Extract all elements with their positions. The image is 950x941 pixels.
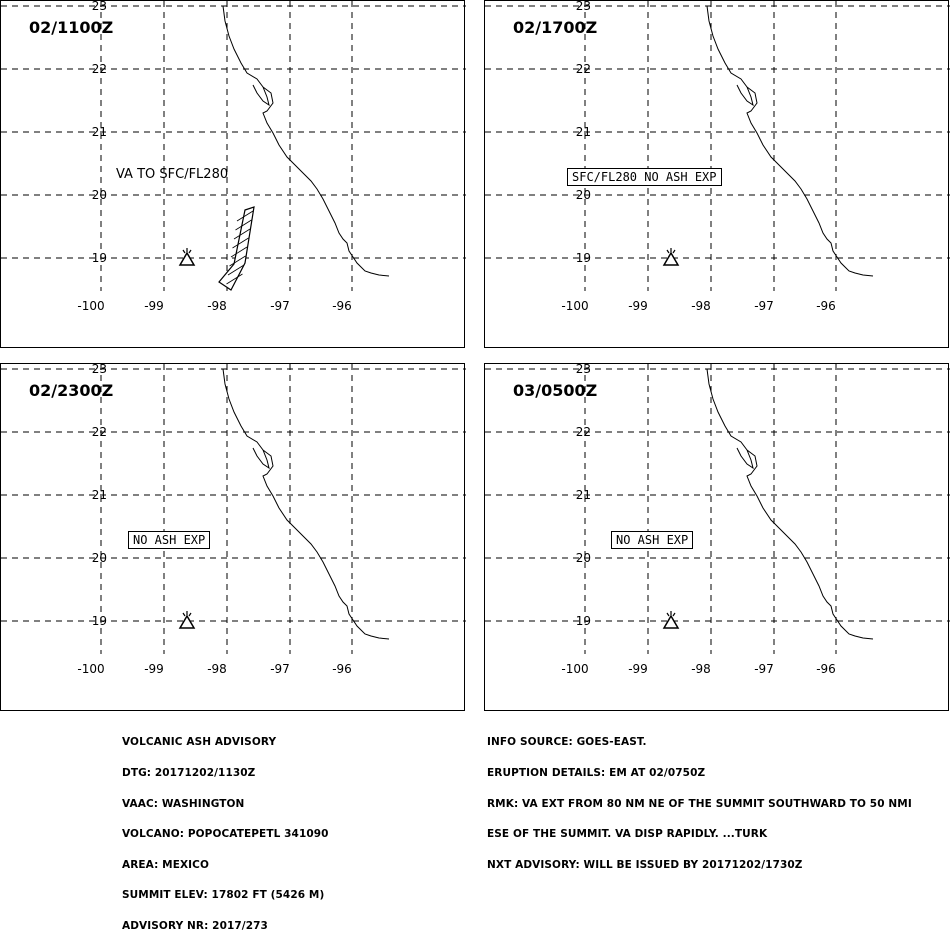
panel-time: 03/0500Z [513,381,598,400]
ash-hatch-line [230,246,248,258]
latitude-label: 21 [91,488,107,502]
advisory-right: INFO SOURCE: GOES-EAST. ERUPTION DETAILS… [487,717,912,880]
longitude-label: -98 [691,299,711,313]
longitude-label: -96 [332,662,352,676]
map-panel-1: 02/1100Z VA TO SFC/FL280 23 22 21 20 19 -100 -… [0,0,466,348]
longitude-label: -100 [77,299,105,313]
latitude-label: 22 [575,425,591,439]
latitude-label: 20 [91,551,107,565]
advisory-line: ERUPTION DETAILS: EM AT 02/0750Z [487,767,706,780]
ash-hatch-line [235,219,252,231]
longitude-label: -96 [332,299,352,313]
coastline [706,368,874,640]
longitude-label: -100 [561,662,589,676]
longitude-label: -99 [628,662,648,676]
longitude-label: -100 [77,662,105,676]
volcano-plume-icon [182,611,192,617]
longitude-label: -97 [754,299,774,313]
latitude-label: 20 [91,188,107,202]
advisory-line: ADVISORY NR: 2017/273 [122,920,268,933]
latitude-label: 23 [575,0,591,13]
longitude-label: -99 [144,299,164,313]
longitude-label: -97 [270,662,290,676]
latitude-label: 21 [91,125,107,139]
map-graphic [485,1,950,291]
latitude-label: 23 [91,0,107,13]
latitude-label: 22 [91,425,107,439]
ash-forecast-label: NO ASH EXP [128,531,211,549]
panel-time: 02/1100Z [29,18,114,37]
latitude-label: 21 [575,488,591,502]
ash-forecast-label: NO ASH EXP [611,531,694,549]
longitude-label: -96 [816,299,836,313]
latitude-label: 19 [91,251,107,265]
longitude-label: -99 [144,662,164,676]
ash-hatch-line [232,237,249,249]
latitude-label: 19 [575,614,591,628]
coastline [706,5,874,277]
latitude-label: 23 [575,362,591,376]
ash-hatch-line [236,210,254,222]
map-graphic [485,364,950,654]
longitude-label: -98 [207,299,227,313]
latitude-label: 23 [91,362,107,376]
map-panel-4: 03/0500Z NO ASH EXP 23 22 21 20 19 -100 -99 -98… [484,362,950,711]
advisory-line: VAAC: WASHINGTON [122,797,245,810]
advisory-line: VOLCANO: POPOCATEPETL 341090 [122,828,329,841]
latitude-label: 20 [575,551,591,565]
map-graphic [1,1,466,291]
ash-hatch-line [227,264,245,276]
advisory-line: NXT ADVISORY: WILL BE ISSUED BY 20171202… [487,858,803,871]
volcano-icon [662,614,680,629]
longitude-label: -98 [207,662,227,676]
volcano-icon [178,614,196,629]
volcano-plume-icon [666,611,676,617]
ash-cloud-polygon [218,206,255,291]
latitude-label: 19 [91,614,107,628]
longitude-label: -99 [628,299,648,313]
volcano-icon [178,251,196,266]
ash-hatch-line [233,228,251,240]
latitude-label: 20 [575,188,591,202]
coastline [222,368,390,640]
ash-forecast-label: SFC/FL280 NO ASH EXP [567,168,722,186]
latitude-label: 19 [575,251,591,265]
volcano-icon [662,251,680,266]
advisory-line: RMK: VA EXT FROM 80 NM NE OF THE SUMMIT … [487,797,912,810]
latitude-label: 21 [575,125,591,139]
longitude-label: -96 [816,662,836,676]
latitude-label: 22 [575,62,591,76]
coastline [222,5,390,277]
map-panel-2: 02/1700Z SFC/FL280 NO ASH EXP 23 22 21 20 19… [484,0,950,348]
ash-altitude-label: VA TO SFC/FL280 [116,167,229,182]
advisory-line: INFO SOURCE: GOES-EAST. [487,736,647,749]
advisory-line: DTG: 20171202/1130Z [122,767,256,780]
advisory-line: VOLCANIC ASH ADVISORY [122,736,277,749]
longitude-label: -100 [561,299,589,313]
map-panel-3: 02/2300Z NO ASH EXP 23 22 21 20 19 -100 -99 -98… [0,362,466,711]
panel-time: 02/2300Z [29,381,114,400]
latitude-label: 22 [91,62,107,76]
map-graphic [1,364,466,654]
advisory-line: AREA: MEXICO [122,858,210,871]
volcano-plume-icon [666,248,676,254]
advisory-line: SUMMIT ELEV: 17802 FT (5426 M) [122,889,325,902]
longitude-label: -97 [754,662,774,676]
advisory-line: ESE OF THE SUMMIT. VA DISP RAPIDLY. ...T… [487,828,768,841]
longitude-label: -97 [270,299,290,313]
panel-time: 02/1700Z [513,18,598,37]
ash-hatch-line [229,255,246,267]
ash-hatch-line [226,273,243,285]
longitude-label: -98 [691,662,711,676]
advisory-left: VOLCANIC ASH ADVISORY DTG: 20171202/1130… [122,717,329,941]
volcano-plume-icon [182,248,192,254]
